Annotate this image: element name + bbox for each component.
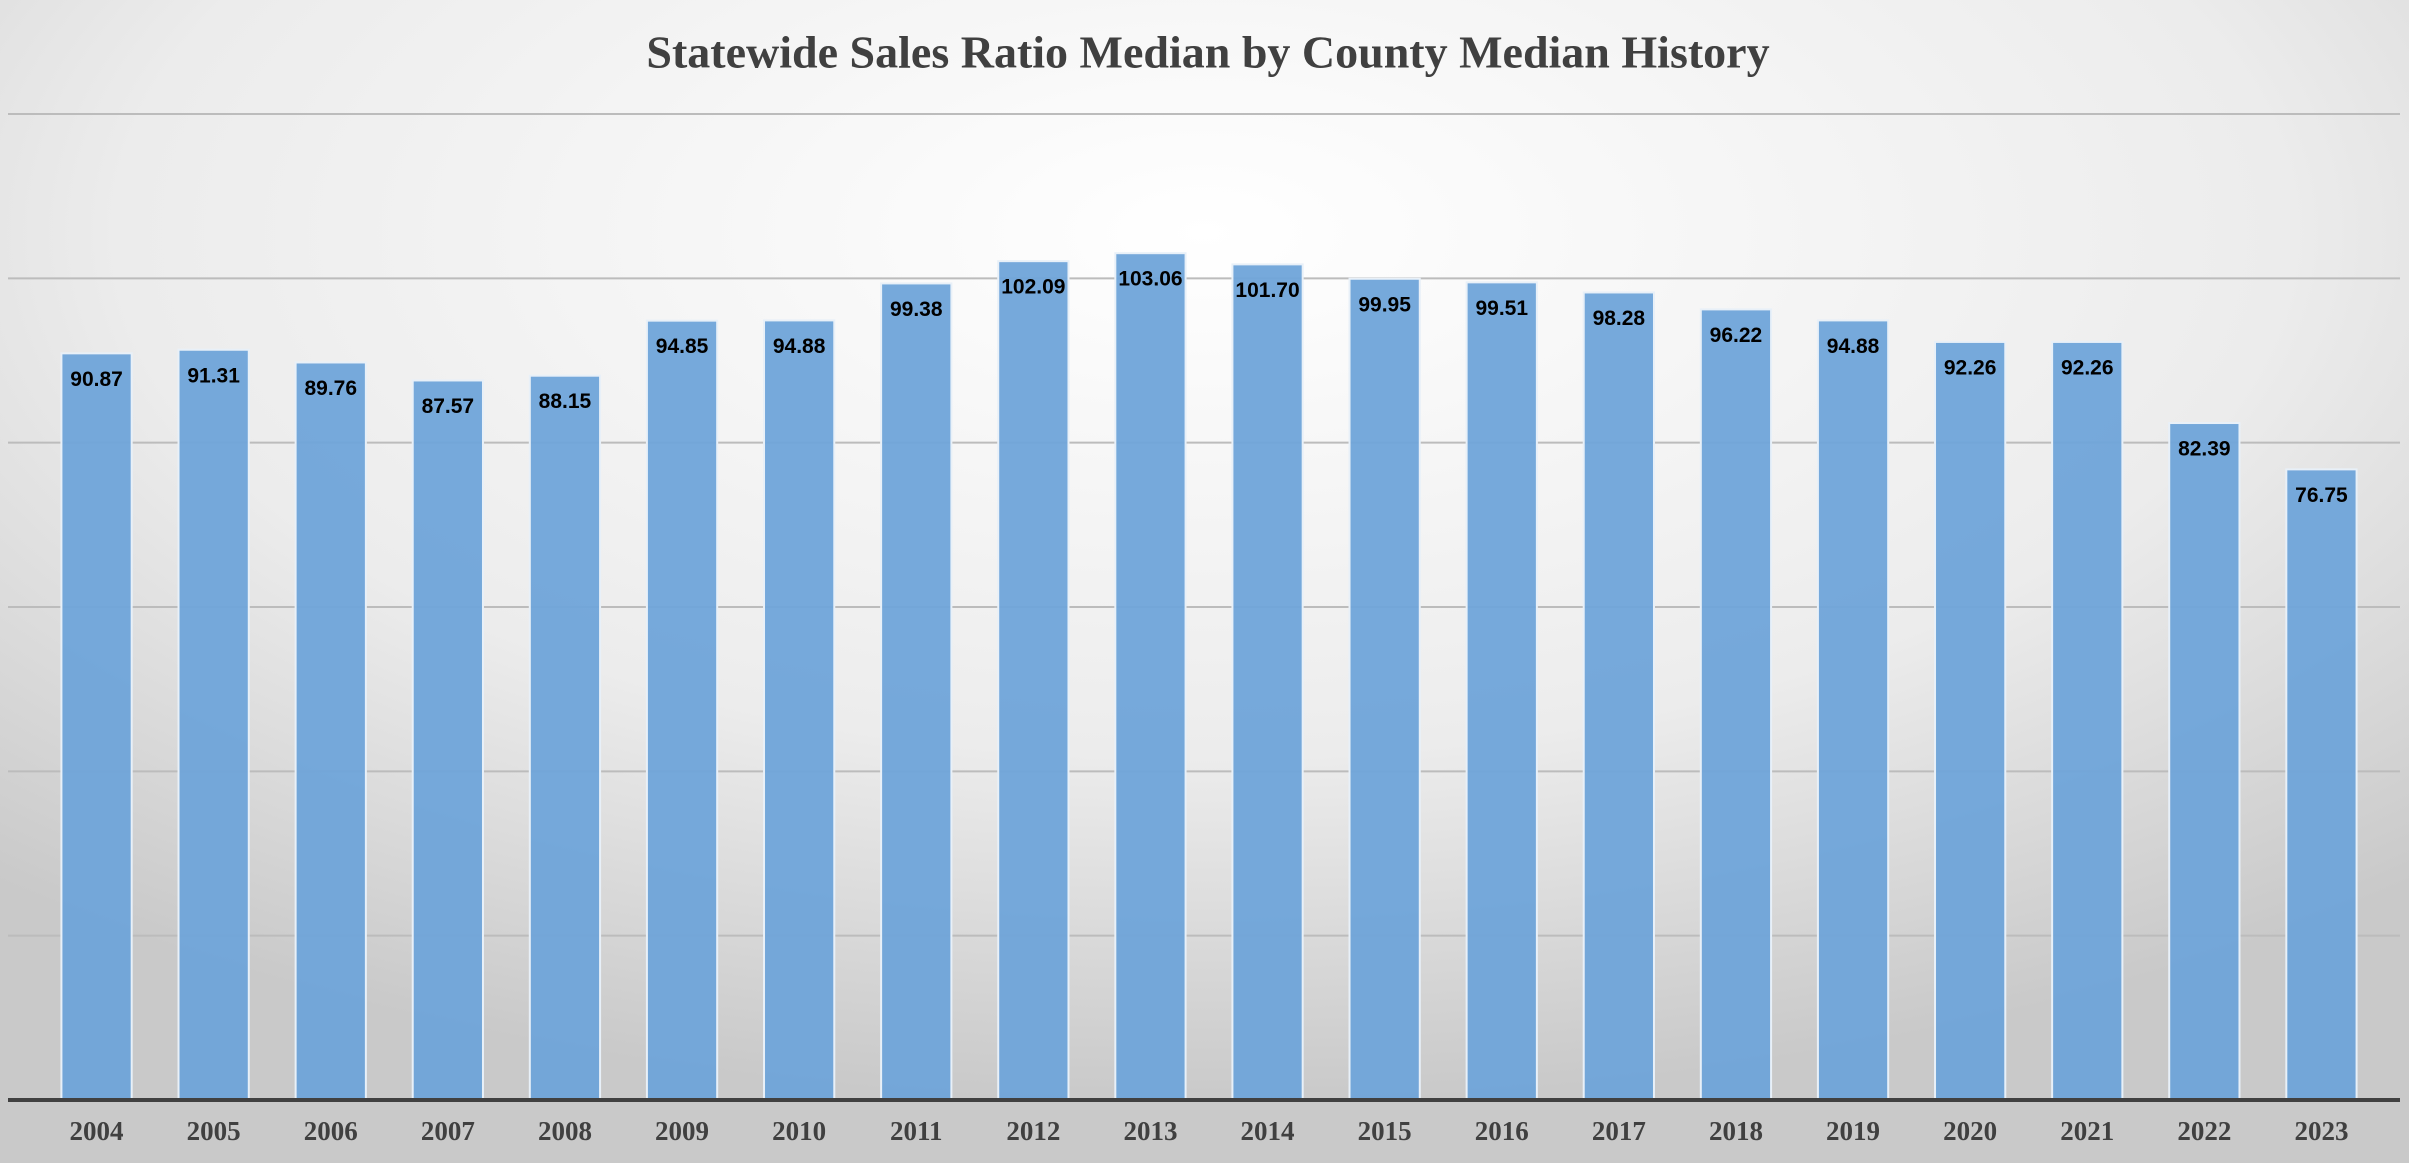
bar [2051,340,2124,1101]
x-tick-label: 2016 [1475,1116,1529,1146]
bar [1582,291,1655,1101]
bar [1816,319,1890,1102]
x-tick-label: 2007 [421,1116,475,1146]
bar [411,379,484,1101]
data-label: 99.38 [890,298,943,321]
x-tick-label: 2012 [1006,1116,1060,1146]
bar [1114,252,1187,1102]
x-tick-label: 2008 [538,1116,592,1146]
data-label: 92.26 [1944,356,1997,379]
data-label: 92.26 [2061,356,2114,379]
bar [880,282,953,1101]
data-label: 99.51 [1475,297,1528,320]
x-tick-label: 2005 [187,1116,241,1146]
data-label: 94.85 [656,335,709,358]
data-label: 87.57 [422,395,475,418]
data-label: 102.09 [1001,276,1065,299]
data-label: 82.39 [2178,438,2231,461]
x-tick-label: 2018 [1709,1116,1763,1146]
x-tick-label: 2004 [70,1116,124,1146]
bar [177,348,250,1102]
bar [60,352,133,1101]
data-label: 101.70 [1235,279,1299,302]
data-label: 91.31 [187,364,240,387]
bar [528,374,602,1102]
x-tick-label: 2010 [772,1116,826,1146]
x-tick-label: 2014 [1241,1116,1295,1146]
data-label: 98.28 [1593,307,1646,330]
x-tick-label: 2015 [1358,1116,1412,1146]
bar [1348,277,1421,1102]
x-tick-label: 2020 [1943,1116,1997,1146]
bar [1934,340,2007,1101]
x-tick-label: 2023 [2294,1116,2348,1146]
x-tick-label: 2006 [304,1116,358,1146]
bar [1699,308,1773,1101]
bar [645,319,719,1101]
bar [1465,281,1538,1101]
x-tick-label: 2011 [890,1116,943,1146]
data-label: 99.95 [1358,293,1411,316]
x-tick-label: 2019 [1826,1116,1880,1146]
data-label: 89.76 [304,377,357,400]
bar [294,361,367,1101]
bar [763,319,836,1102]
data-label: 96.22 [1710,324,1763,347]
x-tick-label: 2009 [655,1116,709,1146]
x-tick-label: 2013 [1123,1116,1177,1146]
bar [2168,422,2241,1102]
data-label: 103.06 [1118,268,1182,291]
data-label: 94.88 [1827,335,1880,358]
data-label: 94.88 [773,335,826,358]
bar [997,260,1070,1101]
data-label: 76.75 [2295,484,2348,507]
x-tick-label: 2022 [2177,1116,2231,1146]
data-label: 88.15 [539,390,592,413]
data-label: 90.87 [70,368,123,391]
x-tick-label: 2021 [2060,1116,2114,1146]
x-tick-label: 2017 [1592,1116,1646,1146]
chart-title: Statewide Sales Ratio Median by County M… [646,27,1769,78]
bar [2285,468,2358,1101]
bar [1231,263,1304,1101]
